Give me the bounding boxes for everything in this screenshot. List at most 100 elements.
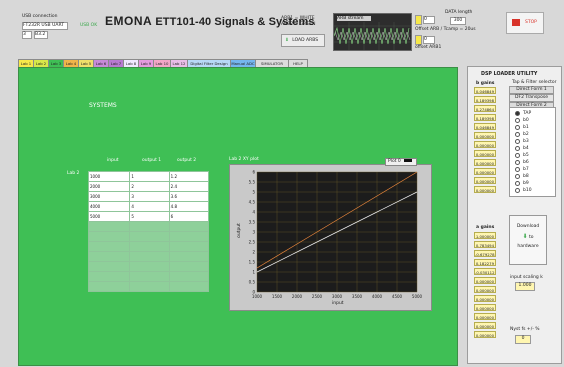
empty-cell[interactable] xyxy=(169,272,208,282)
table-cell[interactable]: 6 xyxy=(169,212,208,222)
b-gain-field[interactable]: 0.189398 xyxy=(474,96,496,103)
empty-cell[interactable] xyxy=(130,222,169,232)
stop-button[interactable]: STOP xyxy=(506,12,544,34)
b-gain-field[interactable]: 0.000000 xyxy=(474,159,496,166)
table-cell[interactable]: 5000 xyxy=(89,212,130,222)
b-gain-field[interactable]: 0.046849 xyxy=(474,123,496,130)
empty-cell[interactable] xyxy=(169,262,208,272)
empty-cell[interactable] xyxy=(130,272,169,282)
empty-cell[interactable] xyxy=(89,262,130,272)
port-b-field[interactable]: B3.2 xyxy=(34,31,48,39)
empty-cell[interactable] xyxy=(89,232,130,242)
a-gain-field[interactable]: 0.000000 xyxy=(474,331,496,338)
table-cell[interactable]: 3.6 xyxy=(169,192,208,202)
b-gain-field[interactable]: 0.000000 xyxy=(474,150,496,157)
table-cell[interactable]: 4.8 xyxy=(169,202,208,212)
tap-radio-item[interactable]: TAP xyxy=(515,110,532,117)
empty-cell[interactable] xyxy=(89,242,130,252)
empty-cell[interactable] xyxy=(130,252,169,262)
b-gain-field[interactable]: 0.000000 xyxy=(474,168,496,175)
a-gain-field[interactable]: 0.000000 xyxy=(474,322,496,329)
tap-radio-item[interactable]: b3 xyxy=(515,138,532,145)
load-arbs-button[interactable]: ⬇ LOAD ARBS xyxy=(281,34,325,47)
x-axis-label: input xyxy=(332,301,344,306)
tap-label: b9 xyxy=(523,181,529,186)
a-gain-field[interactable]: 0.783494 xyxy=(474,241,496,248)
usb-device-field[interactable]: FT232R USB UART xyxy=(22,22,68,30)
tap-radio-item[interactable]: b10 xyxy=(515,187,532,194)
data-length-label: DATA length xyxy=(445,10,472,15)
table-cell[interactable]: 2000 xyxy=(89,182,130,192)
table-cell[interactable]: 4 xyxy=(130,202,169,212)
offset-a-value[interactable]: 0 xyxy=(423,16,435,24)
a-gain-field[interactable]: 0.000000 xyxy=(474,286,496,293)
table-cell[interactable]: 1.2 xyxy=(169,172,208,182)
a-gain-field[interactable]: 0.000000 xyxy=(474,295,496,302)
radio-icon xyxy=(515,139,520,144)
a-gain-field[interactable]: 0.000000 xyxy=(474,277,496,284)
table-cell[interactable]: 1 xyxy=(130,172,169,182)
port-a-field[interactable]: 3 xyxy=(22,31,32,39)
table-cell[interactable]: 3 xyxy=(130,192,169,202)
table-cell[interactable]: 1000 xyxy=(89,172,130,182)
table-cell[interactable]: 2.4 xyxy=(169,182,208,192)
empty-cell[interactable] xyxy=(169,252,208,262)
empty-cell[interactable] xyxy=(130,232,169,242)
a-gain-field[interactable]: 1.000000 xyxy=(474,232,496,239)
b-gain-field[interactable]: 0.189398 xyxy=(474,114,496,121)
fs-field[interactable]: 0 xyxy=(515,335,531,344)
tap-label: TAP xyxy=(523,111,531,116)
empty-cell[interactable] xyxy=(169,242,208,252)
empty-cell[interactable] xyxy=(169,222,208,232)
tap-radio-item[interactable]: b2 xyxy=(515,131,532,138)
table-row xyxy=(89,282,209,292)
tap-radio-item[interactable]: b0 xyxy=(515,117,532,124)
radio-icon xyxy=(515,181,520,186)
y-tick-label: 6 xyxy=(252,169,255,174)
a-gain-field[interactable]: -0.030112 xyxy=(474,268,496,275)
filter-form-option[interactable]: DF2 Transpose xyxy=(509,94,554,102)
tap-radio-item[interactable]: b1 xyxy=(515,124,532,131)
empty-cell[interactable] xyxy=(130,262,169,272)
offset-b-value[interactable]: 0 xyxy=(423,36,435,44)
table-cell[interactable]: 4000 xyxy=(89,202,130,212)
tap-radio-item[interactable]: b7 xyxy=(515,166,532,173)
offset-b-label: offset ARB1 xyxy=(415,45,441,50)
table-cell[interactable]: 5 xyxy=(130,212,169,222)
empty-cell[interactable] xyxy=(89,272,130,282)
table-cell[interactable]: 3000 xyxy=(89,192,130,202)
y-tick-label: 2 xyxy=(252,249,255,254)
tap-radio-item[interactable]: b6 xyxy=(515,159,532,166)
input-scaling-field[interactable]: 1.000 xyxy=(515,282,535,291)
tap-radio-item[interactable]: b9 xyxy=(515,180,532,187)
table-row: 3000 3 3.6 xyxy=(89,192,209,202)
b-gain-field[interactable]: 0.000000 xyxy=(474,141,496,148)
empty-cell[interactable] xyxy=(89,282,130,292)
systems-data-table: 1000 1 1.2 2000 2 2.4 3000 3 3.6 4000 4 4.8 5000 5 6 xyxy=(88,171,209,292)
y-tick-label: 4.5 xyxy=(249,199,256,204)
empty-cell[interactable] xyxy=(89,222,130,232)
download-button[interactable]: Download ⬇ to hardware xyxy=(509,215,547,265)
empty-cell[interactable] xyxy=(89,252,130,262)
empty-cell[interactable] xyxy=(130,242,169,252)
table-row: 1000 1 1.2 xyxy=(89,172,209,182)
filter-form-option[interactable]: Direct Form 1 xyxy=(509,86,554,94)
a-gain-field[interactable]: -0.679278 xyxy=(474,250,496,257)
b-gain-field[interactable]: 0.000000 xyxy=(474,177,496,184)
empty-cell[interactable] xyxy=(130,282,169,292)
a-gain-field[interactable]: 0.000000 xyxy=(474,304,496,311)
a-gain-field[interactable]: 0.182279 xyxy=(474,259,496,266)
table-cell[interactable]: 2 xyxy=(130,182,169,192)
a-gain-field[interactable]: 0.000000 xyxy=(474,313,496,320)
data-length-field[interactable]: 300 xyxy=(450,17,466,25)
empty-cell[interactable] xyxy=(169,282,208,292)
tap-radio-item[interactable]: b5 xyxy=(515,152,532,159)
b-gain-field[interactable]: 0.000000 xyxy=(474,132,496,139)
tap-radio-item[interactable]: b4 xyxy=(515,145,532,152)
download-label: Download xyxy=(510,224,546,229)
tap-radio-item[interactable]: b8 xyxy=(515,173,532,180)
b-gain-field[interactable]: 0.000000 xyxy=(474,186,496,193)
b-gain-field[interactable]: 0.274864 xyxy=(474,105,496,112)
empty-cell[interactable] xyxy=(169,232,208,242)
b-gain-field[interactable]: 0.046849 xyxy=(474,87,496,94)
